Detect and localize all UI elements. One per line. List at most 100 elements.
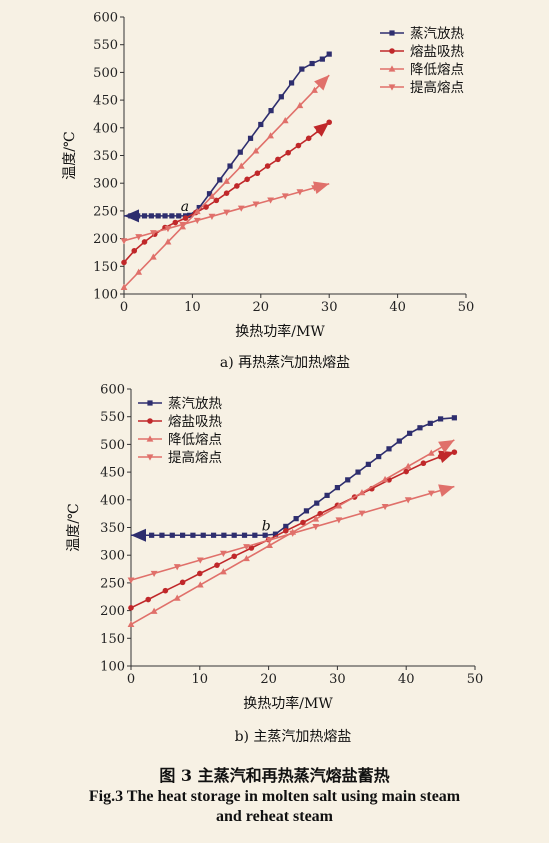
- legend-marker: [389, 48, 395, 54]
- x-tick-label: 20: [260, 672, 277, 687]
- data-point: [150, 570, 158, 578]
- data-point: [305, 135, 312, 142]
- data-point: [258, 121, 264, 128]
- data-point: [247, 135, 254, 141]
- series-arrow-head: [124, 209, 139, 223]
- chart-2-y-axis-label: 温度/℃: [66, 503, 82, 551]
- data-point: [326, 51, 332, 57]
- x-tick-label: 40: [398, 672, 415, 687]
- x-tick-label: 0: [127, 672, 135, 687]
- data-point: [386, 446, 392, 452]
- y-tick-label: 600: [100, 383, 125, 398]
- data-point: [264, 163, 271, 169]
- legend-marker: [146, 435, 154, 442]
- data-point: [155, 213, 161, 219]
- x-tick-label: 10: [192, 672, 209, 687]
- data-point: [196, 557, 204, 564]
- data-point: [267, 132, 274, 139]
- series-arrow-head: [438, 450, 455, 463]
- y-tick-label: 400: [100, 493, 125, 508]
- data-point: [243, 554, 250, 562]
- data-point: [381, 503, 389, 511]
- series-line: [130, 451, 455, 609]
- data-point: [162, 587, 169, 594]
- legend-entry: 蒸汽放热: [410, 26, 464, 42]
- data-point: [427, 449, 435, 456]
- x-tick-label: 30: [329, 672, 346, 687]
- data-point: [288, 80, 295, 86]
- data-point: [120, 238, 128, 245]
- data-point: [128, 605, 134, 611]
- data-point: [241, 532, 248, 538]
- data-point: [248, 545, 255, 551]
- chart-1-series-3: [120, 74, 330, 290]
- data-point: [266, 541, 273, 548]
- chart-2-series-1: [131, 415, 457, 542]
- data-point: [208, 213, 216, 220]
- legend-entry: 提高熔点: [410, 79, 464, 96]
- y-tick-label: 300: [100, 549, 125, 564]
- data-point: [355, 469, 361, 475]
- data-point: [196, 581, 204, 588]
- data-point: [312, 524, 320, 531]
- data-point: [179, 579, 186, 586]
- x-tick-label: 50: [467, 672, 484, 687]
- data-point: [319, 56, 325, 62]
- data-point: [244, 176, 250, 183]
- data-point: [396, 438, 402, 444]
- data-point: [254, 170, 261, 177]
- series-arrow-head: [313, 122, 330, 137]
- data-point: [283, 523, 289, 529]
- data-point: [149, 253, 157, 260]
- data-point: [182, 215, 189, 221]
- data-point: [121, 259, 127, 266]
- legend-entry: 熔盐吸热: [168, 414, 222, 430]
- data-point: [169, 532, 175, 538]
- data-point: [162, 213, 168, 219]
- y-tick-label: 500: [93, 66, 118, 81]
- data-point: [417, 425, 423, 431]
- data-point: [120, 283, 128, 290]
- data-point: [267, 197, 274, 204]
- y-tick-label: 450: [93, 94, 118, 109]
- data-point: [268, 108, 274, 114]
- data-point: [193, 217, 201, 225]
- y-tick-label: 600: [93, 11, 118, 26]
- legend-entry: 降低熔点: [168, 432, 222, 448]
- data-point: [295, 142, 302, 149]
- data-point: [217, 177, 223, 183]
- data-point: [135, 268, 143, 275]
- legend-entry: 蒸汽放热: [168, 396, 222, 412]
- data-point: [275, 156, 281, 163]
- data-point: [148, 213, 154, 219]
- y-tick-label: 100: [100, 660, 125, 675]
- data-point: [407, 430, 413, 436]
- y-tick-label: 450: [100, 466, 125, 481]
- y-tick-label: 500: [100, 438, 125, 453]
- data-point: [141, 213, 148, 219]
- data-point: [197, 570, 203, 577]
- data-point: [300, 519, 306, 526]
- data-point: [404, 497, 412, 504]
- data-point: [227, 163, 233, 169]
- y-tick-label: 150: [93, 260, 118, 275]
- x-tick-label: 40: [389, 300, 406, 315]
- y-tick-label: 300: [93, 177, 118, 192]
- data-point: [159, 532, 165, 538]
- data-point: [266, 537, 273, 544]
- x-tick-label: 20: [253, 300, 270, 315]
- data-point: [376, 453, 382, 460]
- legend-marker: [147, 400, 153, 406]
- x-tick-label: 30: [321, 300, 338, 315]
- data-point: [299, 66, 305, 72]
- data-point: [335, 517, 343, 524]
- y-tick-label: 350: [100, 521, 125, 536]
- y-tick-label: 550: [93, 38, 118, 53]
- data-point: [237, 162, 245, 169]
- y-tick-label: 550: [100, 410, 125, 425]
- chart-1-y-axis-label: 温度/℃: [62, 131, 78, 179]
- y-tick-label: 200: [100, 604, 125, 619]
- data-point: [281, 193, 289, 200]
